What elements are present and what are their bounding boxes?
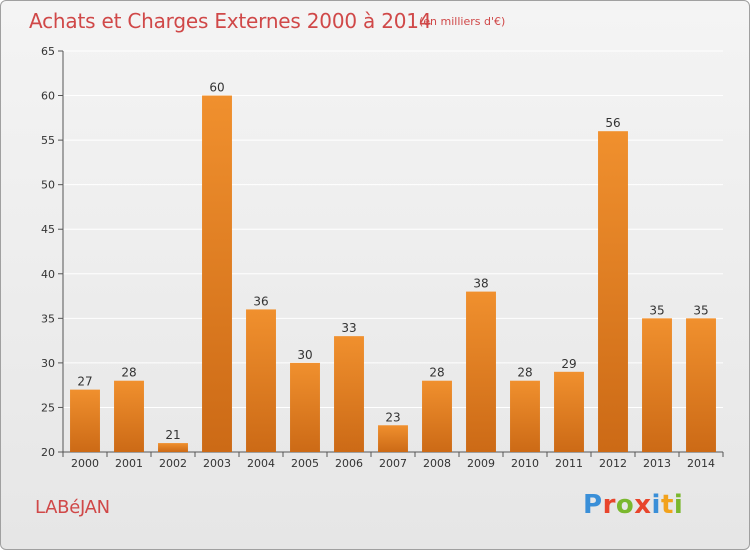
x-tick-label-2007: 2007: [379, 457, 407, 470]
bar-2010: [510, 380, 540, 452]
y-tick-label-65: 65: [41, 45, 55, 58]
labels: 20 25 30 35 40 45 50 55 60 65 27 2000 28 2001 21 2002 60…: [41, 45, 715, 470]
bars: [70, 95, 716, 453]
x-tick-label-2009: 2009: [467, 457, 495, 470]
x-tick-label-2013: 2013: [643, 457, 671, 470]
x-tick-label-2008: 2008: [423, 457, 451, 470]
x-tick-label-2002: 2002: [159, 457, 187, 470]
y-tick-label-45: 45: [41, 223, 55, 236]
logo-letter: o: [615, 490, 635, 520]
y-tick-label-50: 50: [41, 179, 55, 192]
x-tick-label-2006: 2006: [335, 457, 363, 470]
y-tick-label-55: 55: [41, 134, 55, 147]
chart-title: Achats et Charges Externes 2000 à 2014: [29, 9, 432, 33]
value-label-2005: 30: [297, 348, 312, 362]
logo-letter: P: [583, 490, 603, 520]
x-tick-label-2010: 2010: [511, 457, 539, 470]
x-tick-label-2011: 2011: [555, 457, 583, 470]
bar-2005: [290, 362, 320, 452]
value-label-2013: 35: [649, 303, 664, 317]
bar-2000: [70, 389, 100, 452]
bar-2004: [246, 309, 276, 452]
x-tick-label-2004: 2004: [247, 457, 275, 470]
logo-letter: t: [660, 490, 674, 520]
bar-2001: [114, 380, 144, 452]
value-label-2003: 60: [209, 81, 224, 95]
x-tick-label-2001: 2001: [115, 457, 143, 470]
y-tick-label-20: 20: [41, 446, 55, 459]
y-tick-label-60: 60: [41, 90, 55, 103]
y-tick-label-40: 40: [41, 268, 55, 281]
bar-2014: [686, 318, 716, 452]
value-label-2007: 23: [385, 410, 400, 424]
logo-letter: x: [634, 490, 652, 520]
value-label-2004: 36: [253, 294, 268, 308]
value-label-2010: 28: [517, 366, 532, 380]
bar-2013: [642, 318, 672, 452]
bar-2006: [334, 336, 364, 452]
logo-letter: i: [673, 490, 684, 520]
value-label-2008: 28: [429, 366, 444, 380]
x-tick-label-2003: 2003: [203, 457, 231, 470]
bar-2007: [378, 425, 408, 452]
value-label-2000: 27: [77, 375, 92, 389]
logo-letter: i: [651, 490, 661, 520]
bar-2009: [466, 291, 496, 452]
value-label-2001: 28: [121, 366, 136, 380]
x-tick-label-2012: 2012: [599, 457, 627, 470]
value-label-2012: 56: [605, 116, 620, 130]
value-label-2011: 29: [561, 357, 576, 371]
value-label-2006: 33: [341, 321, 356, 335]
bar-2008: [422, 380, 452, 452]
y-tick-label-35: 35: [41, 312, 55, 325]
x-tick-label-2014: 2014: [687, 457, 715, 470]
bar-2003: [202, 95, 232, 453]
x-tick-label-2005: 2005: [291, 457, 319, 470]
bar-2011: [554, 371, 584, 452]
value-label-2014: 35: [693, 303, 708, 317]
bar-2002: [158, 443, 188, 452]
value-label-2002: 21: [165, 428, 180, 442]
chart-unit: (en milliers d'€): [419, 15, 506, 28]
y-tick-label-30: 30: [41, 357, 55, 370]
x-tick-label-2000: 2000: [71, 457, 99, 470]
value-label-2009: 38: [473, 277, 488, 291]
bar-2012: [598, 131, 628, 452]
proxiti-logo: Proxiti: [583, 490, 683, 520]
commune-name: LABéJAN: [35, 497, 110, 518]
y-tick-label-25: 25: [41, 401, 55, 414]
logo-letter: r: [602, 490, 616, 520]
